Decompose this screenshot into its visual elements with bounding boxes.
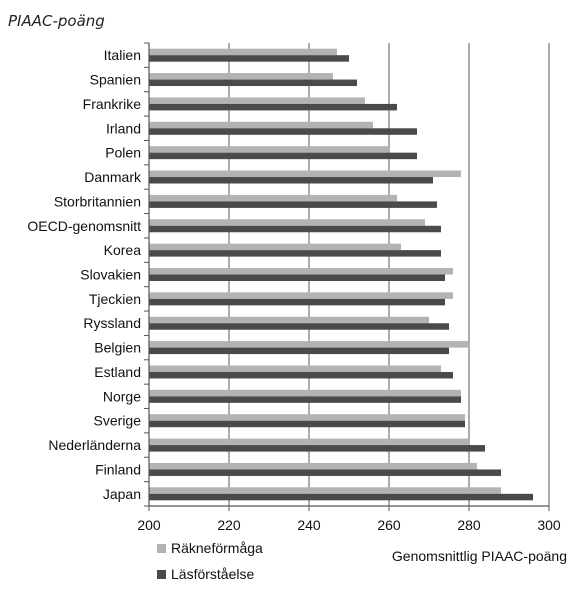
category-label: Ryssland [83, 315, 141, 331]
x-tick-label: 220 [217, 517, 241, 533]
bar-Läsförståelse-Danmark [149, 177, 433, 184]
bar-Läsförståelse-Belgien [149, 347, 449, 355]
bar-Läsförståelse-Polen [149, 152, 417, 160]
legend-swatch-Läsförståelse [157, 570, 166, 579]
bar-Läsförståelse-Ryssland [149, 323, 449, 330]
bar-Räkneförmåga-Tjeckien [149, 292, 453, 299]
category-label: Finland [95, 461, 141, 477]
bar-Räkneförmåga-Spanien [149, 73, 333, 80]
bar-Läsförståelse-Spanien [149, 79, 357, 87]
legend: Räkneförmåga Läsförståelse [157, 540, 263, 582]
category-label: Irland [106, 120, 141, 136]
bar-Läsförståelse-Japan [149, 493, 533, 501]
bar-Räkneförmåga-OECD-genomsnitt [149, 219, 425, 226]
bar-Räkneförmåga-Nederländerna [149, 438, 469, 446]
bar-Läsförståelse-Nederländerna [149, 445, 485, 452]
bar-Räkneförmåga-Belgien [149, 341, 469, 348]
bar-Läsförståelse-Finland [149, 469, 501, 476]
category-label: Estland [94, 364, 141, 380]
legend-label: Räkneförmåga [171, 540, 263, 556]
bar-Räkneförmåga-Korea [149, 243, 401, 251]
category-label: Nederländerna [48, 437, 141, 453]
category-label: Korea [104, 242, 142, 258]
x-axis-title: Genomsnittlig PIAAC-poäng [392, 548, 567, 564]
category-label: Belgien [94, 340, 141, 356]
bar-Räkneförmåga-Norge [149, 389, 461, 397]
bar-Räkneförmåga-Ryssland [149, 316, 429, 324]
bar-Läsförståelse-Tjeckien [149, 298, 445, 306]
bar-Räkneförmåga-Irland [149, 121, 373, 129]
x-tick-label: 280 [457, 517, 481, 533]
axes [144, 42, 550, 511]
bar-Läsförståelse-Irland [149, 128, 417, 135]
bar-Läsförståelse-Frankrike [149, 103, 397, 111]
bars [149, 48, 533, 501]
category-label: Polen [105, 145, 141, 161]
category-label: Frankrike [83, 96, 142, 112]
bar-Räkneförmåga-Frankrike [149, 97, 365, 104]
category-label: Italien [104, 47, 141, 63]
bar-Räkneförmåga-Storbritannien [149, 194, 397, 202]
legend-label: Läsförståelse [171, 566, 254, 582]
bar-Räkneförmåga-Italien [149, 48, 337, 56]
category-label: Japan [103, 486, 141, 502]
bar-Läsförståelse-Slovakien [149, 274, 445, 281]
bar-Läsförståelse-Italien [149, 55, 349, 62]
x-tick-label: 300 [537, 517, 561, 533]
bar-Läsförståelse-Korea [149, 250, 441, 257]
bar-Räkneförmåga-Slovakien [149, 268, 453, 275]
bar-Läsförståelse-Storbritannien [149, 201, 437, 208]
bar-Räkneförmåga-Danmark [149, 170, 461, 178]
category-label: Spanien [90, 72, 141, 88]
bar-Räkneförmåga-Sverige [149, 414, 465, 421]
x-tick-label: 200 [137, 517, 161, 533]
chart-title: PIAAC-poäng [8, 12, 105, 30]
bar-Läsförståelse-Sverige [149, 420, 465, 428]
category-label: OECD-genomsnitt [27, 218, 141, 234]
bar-Räkneförmåga-Estland [149, 365, 441, 372]
bar-Läsförståelse-Norge [149, 396, 461, 403]
bar-Räkneförmåga-Finland [149, 462, 477, 470]
category-label: Slovakien [80, 267, 141, 283]
legend-swatch-Räkneförmåga [157, 544, 166, 553]
x-tick-labels: 200 220 240 260 280 300 [137, 517, 561, 533]
category-label: Norge [103, 388, 141, 404]
bar-Räkneförmåga-Japan [149, 487, 501, 494]
category-label: Danmark [84, 169, 142, 185]
x-tick-label: 260 [377, 517, 401, 533]
bar-Läsförståelse-Estland [149, 371, 453, 379]
category-label: Sverige [94, 413, 142, 429]
category-labels: Italien Spanien Frankrike Irland Polen Danmar… [27, 47, 142, 502]
x-tick-label: 240 [297, 517, 321, 533]
bar-Räkneförmåga-Polen [149, 146, 389, 153]
category-label: Tjeckien [89, 291, 141, 307]
bar-Läsförståelse-OECD-genomsnitt [149, 225, 441, 233]
category-label: Storbritannien [54, 193, 141, 209]
